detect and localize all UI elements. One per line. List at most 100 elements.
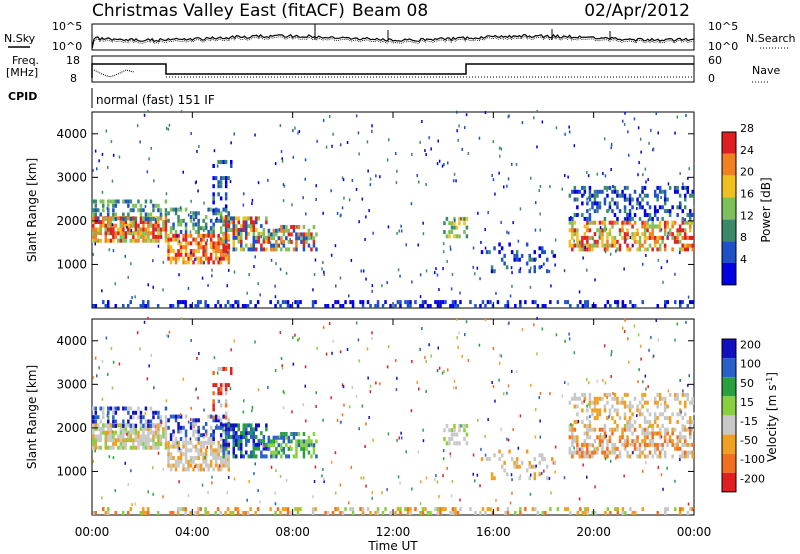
power-cell <box>330 253 333 257</box>
power-cell <box>322 118 325 122</box>
velocity-cell <box>94 415 97 420</box>
power-cell <box>197 189 199 193</box>
velocity-cell <box>197 456 200 460</box>
power-cell <box>596 239 599 244</box>
power-cell <box>94 203 97 208</box>
power-cell <box>568 130 571 134</box>
velocity-cell <box>648 348 650 352</box>
power-cell <box>302 236 306 241</box>
power-cell <box>254 304 257 308</box>
power-cell <box>643 220 647 225</box>
power-cell <box>663 228 667 233</box>
power-cell <box>222 256 225 261</box>
power-cell <box>222 231 225 236</box>
velocity-cell <box>131 503 133 507</box>
power-cell <box>678 239 682 244</box>
velocity-cell <box>279 474 282 478</box>
power-cell <box>410 202 413 206</box>
velocity-cell <box>453 432 456 437</box>
velocity-cell <box>106 414 109 417</box>
xtick-label: 00:00 <box>677 525 712 539</box>
power-cell <box>137 234 140 239</box>
velocity-cell <box>593 404 597 409</box>
velocity-cell <box>310 454 313 459</box>
power-cell <box>196 300 200 305</box>
power-cell <box>107 300 110 305</box>
velocity-cell <box>129 445 133 450</box>
velocity-cell <box>176 441 178 445</box>
power-cell <box>232 220 235 225</box>
power-cell <box>106 207 109 210</box>
power-cell <box>299 300 302 305</box>
power-cell <box>217 208 220 213</box>
power-cell <box>583 243 587 248</box>
nsky-trace <box>91 33 695 49</box>
power-cell <box>107 199 110 204</box>
velocity-cell <box>184 414 188 419</box>
power-cell <box>539 212 541 216</box>
velocity-cell <box>212 383 215 388</box>
velocity-cell <box>583 442 587 447</box>
velocity-cell <box>237 446 240 451</box>
velocity-cell <box>300 446 303 451</box>
velocity-cell <box>230 427 233 432</box>
colorbar-frame <box>721 131 737 286</box>
power-cell <box>232 231 235 236</box>
velocity-cell <box>99 438 102 443</box>
velocity-cell <box>376 507 380 512</box>
power-cell <box>224 228 228 232</box>
power-cell <box>157 208 160 213</box>
velocity-cell <box>148 364 150 368</box>
velocity-cell <box>571 396 574 401</box>
power-cell <box>92 212 95 217</box>
power-cell <box>222 222 225 227</box>
power-cell <box>660 228 663 232</box>
velocity-cell <box>227 425 230 430</box>
velocity-cell <box>450 432 454 437</box>
velocity-cell <box>150 353 152 357</box>
power-cell <box>606 209 609 214</box>
power-cell <box>578 290 581 294</box>
velocity-cell <box>442 449 445 453</box>
power-cell <box>623 123 626 126</box>
velocity-cell <box>478 343 481 347</box>
power-cell <box>637 126 640 130</box>
velocity-cell <box>424 507 427 512</box>
velocity-cell <box>613 427 617 432</box>
velocity-cell <box>94 356 97 360</box>
velocity-cell <box>249 507 252 512</box>
colorbar-swatch <box>722 472 736 492</box>
power-cell <box>240 247 243 252</box>
velocity-cell <box>406 511 410 515</box>
velocity-cell <box>112 406 115 411</box>
velocity-cell <box>297 439 301 444</box>
velocity-cell <box>127 423 130 428</box>
velocity-cell <box>449 452 452 456</box>
velocity-cell <box>586 507 590 512</box>
velocity-cell <box>184 456 188 460</box>
power-cell <box>621 304 625 308</box>
power-cell <box>154 203 158 208</box>
velocity-cell <box>596 450 599 455</box>
velocity-cell <box>584 507 587 512</box>
velocity-cell <box>119 445 123 450</box>
velocity-cell <box>603 408 607 413</box>
power-cell <box>651 224 654 229</box>
power-cell <box>608 228 612 233</box>
velocity-cell <box>180 317 183 321</box>
velocity-cell <box>312 495 314 499</box>
power-cell <box>586 235 589 240</box>
power-cell <box>112 238 115 243</box>
velocity-cell <box>490 476 494 481</box>
colorbar-tick-label: 8 <box>740 231 747 244</box>
velocity-cell <box>653 450 657 455</box>
velocity-cell <box>601 439 604 444</box>
power-cell <box>167 252 170 257</box>
power-cell <box>464 126 466 130</box>
power-cell <box>142 208 145 213</box>
power-cell <box>633 189 637 194</box>
velocity-cell <box>250 450 253 455</box>
power-cell <box>568 228 572 233</box>
power-cell <box>621 224 624 229</box>
power-cell <box>307 243 311 248</box>
